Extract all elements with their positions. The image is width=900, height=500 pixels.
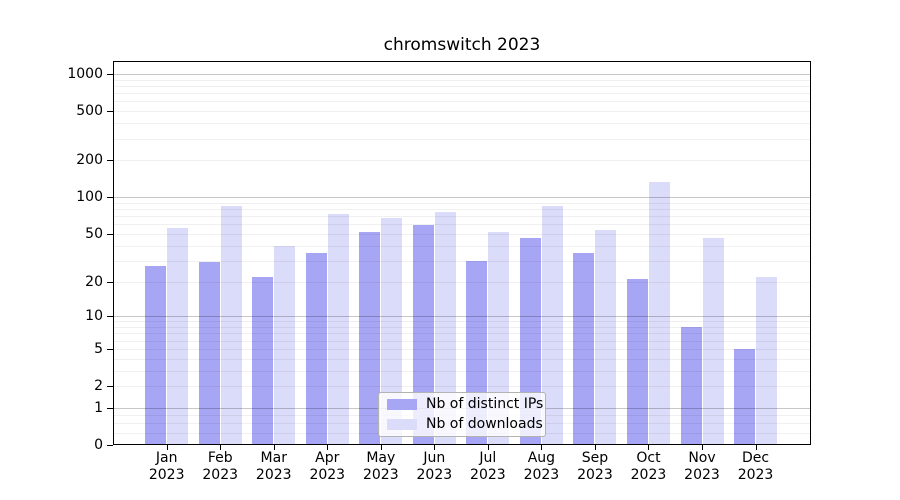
legend-row-downloads: Nb of downloads: [387, 417, 543, 432]
y-tick-mark: [107, 74, 113, 75]
x-tick-mark: [541, 445, 543, 450]
x-tick-mark: [594, 445, 596, 450]
bar-downloads: [648, 181, 670, 445]
bar-downloads: [167, 227, 189, 445]
x-tick-label: Oct 2023: [630, 450, 667, 483]
bar-distinct-ips: [734, 348, 756, 445]
bar-downloads: [220, 205, 242, 445]
x-tick-label: May 2023: [362, 450, 399, 483]
bar-distinct-ips: [145, 266, 167, 445]
y-tick-mark: [107, 281, 113, 283]
bar-downloads: [702, 238, 724, 445]
y-tick-label: 1: [94, 399, 103, 416]
x-tick-label: Jul 2023: [470, 450, 506, 483]
legend-swatch-distinct-ips: [387, 399, 417, 410]
bar-downloads: [488, 231, 510, 445]
x-tick-mark: [702, 445, 703, 450]
y-tick-mark: [107, 348, 113, 350]
bar-distinct-ips: [626, 279, 648, 445]
y-tick-mark: [107, 386, 113, 387]
y-tick-mark: [107, 111, 113, 113]
y-tick-label: 20: [85, 273, 103, 290]
x-tick-mark: [166, 445, 168, 450]
y-tick-label: 5: [94, 340, 103, 357]
y-tick-mark: [107, 233, 113, 235]
y-tick-mark: [107, 407, 113, 409]
bar-downloads: [595, 229, 617, 445]
bar-distinct-ips: [412, 225, 434, 445]
y-tick-label: 0: [94, 437, 103, 453]
bar-downloads: [274, 245, 296, 445]
x-tick-mark: [220, 445, 222, 450]
x-tick-mark: [487, 445, 489, 450]
bar-downloads: [381, 218, 403, 445]
y-tick-mark: [107, 160, 113, 162]
legend-label-distinct-ips: Nb of distinct IPs: [426, 396, 544, 412]
y-tick-mark: [107, 316, 113, 318]
x-tick-mark: [327, 445, 329, 450]
x-tick-mark: [273, 445, 275, 450]
x-tick-mark: [434, 445, 436, 450]
bar-distinct-ips: [359, 231, 381, 445]
legend-swatch-downloads: [387, 419, 417, 430]
legend-label-downloads: Nb of downloads: [426, 416, 543, 432]
x-tick-label: Sep 2023: [577, 450, 613, 483]
y-tick-label: 1000: [67, 66, 103, 82]
bar-downloads: [327, 213, 349, 445]
x-tick-mark: [755, 445, 757, 450]
y-tick-mark: [107, 445, 113, 446]
y-tick-label: 500: [76, 103, 103, 120]
y-tick-label: 50: [85, 225, 103, 242]
x-tick-label: Mar 2023: [255, 450, 292, 483]
y-tick-label: 10: [85, 308, 103, 325]
y-tick-mark: [107, 197, 113, 199]
bar-distinct-ips: [680, 327, 702, 445]
x-tick-label: Jan 2023: [148, 450, 185, 483]
bar-downloads: [541, 205, 563, 445]
x-tick-label: Dec 2023: [737, 450, 774, 483]
x-tick-label: Apr 2023: [309, 450, 346, 483]
legend: Nb of distinct IPs Nb of downloads: [378, 392, 546, 437]
x-tick-label: Jun 2023: [416, 450, 453, 483]
legend-row-distinct-ips: Nb of distinct IPs: [387, 397, 543, 412]
x-tick-label: Aug 2023: [523, 450, 560, 483]
chart-title: chromswitch 2023: [383, 35, 541, 55]
bar-distinct-ips: [252, 276, 274, 445]
bar-downloads: [434, 212, 456, 445]
x-tick-mark: [380, 445, 382, 450]
y-tick-label: 2: [94, 378, 103, 394]
x-tick-label: Nov 2023: [684, 450, 720, 483]
bar-downloads: [756, 276, 778, 445]
y-tick-label: 200: [76, 152, 103, 169]
bar-distinct-ips: [305, 252, 327, 445]
y-tick-label: 100: [76, 189, 103, 206]
x-tick-label: Feb 2023: [202, 450, 239, 483]
bar-distinct-ips: [573, 252, 595, 445]
bar-distinct-ips: [198, 262, 220, 445]
x-tick-mark: [648, 445, 650, 450]
